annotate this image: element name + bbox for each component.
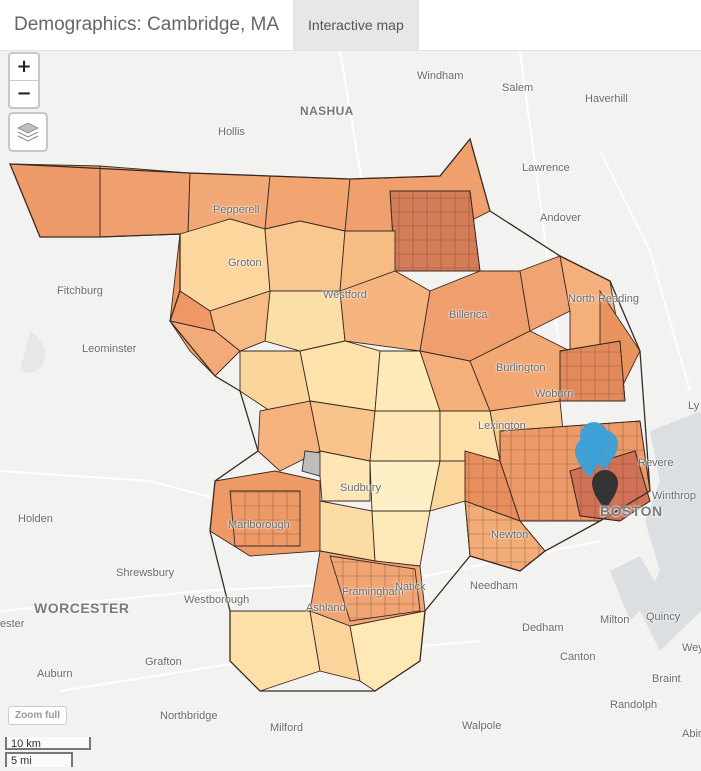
place-groton: Groton: [228, 257, 262, 269]
top-bar: Demographics: Cambridge, MA Interactive …: [0, 0, 701, 51]
marker-cluster-blue[interactable]: [575, 422, 618, 477]
scale-bar-km: 10 km: [5, 737, 91, 750]
place-salem: Salem: [502, 82, 534, 94]
tract: [299, 340, 381, 412]
tract: [264, 220, 346, 292]
scale-bar-mi: 5 mi: [5, 752, 73, 767]
place-lynn: Ly: [688, 400, 700, 412]
place-leicester: ester: [0, 618, 25, 630]
layers-button[interactable]: [8, 112, 48, 152]
place-winthrop: Winthrop: [652, 490, 697, 502]
tract: [371, 510, 431, 567]
place-sudbury: Sudbury: [340, 482, 381, 494]
tract: [169, 320, 241, 377]
place-needham: Needham: [470, 580, 518, 592]
map-canvas[interactable]: [0, 51, 701, 771]
tract: [209, 290, 271, 352]
place-boston: BOSTON: [600, 503, 663, 519]
choropleth-layer: [9, 138, 651, 692]
place-weymouth: Wey: [682, 642, 701, 654]
place-worcester: WORCESTER: [34, 600, 130, 616]
marker-dark[interactable]: [592, 470, 618, 509]
place-dedham: Dedham: [522, 622, 564, 634]
place-westborough: Westborough: [184, 594, 250, 606]
tract: [9, 163, 101, 238]
app-title: Demographics: Cambridge, MA: [14, 14, 280, 35]
place-grafton: Grafton: [145, 656, 182, 668]
place-shrewsbury: Shrewsbury: [116, 567, 175, 579]
place-holden: Holden: [18, 513, 53, 525]
place-billerica: Billerica: [449, 309, 488, 321]
place-natick: Natick: [395, 581, 426, 593]
place-nashua: NASHUA: [300, 104, 354, 118]
place-burlington: Burlington: [496, 362, 546, 374]
place-hollis: Hollis: [218, 126, 245, 138]
tract: [99, 165, 191, 238]
place-auburn: Auburn: [37, 668, 73, 680]
layers-icon: [17, 122, 39, 142]
tract: [229, 610, 321, 692]
place-fitchburg: Fitchburg: [57, 285, 103, 297]
place-randolph: Randolph: [610, 699, 658, 711]
place-walpole: Walpole: [462, 720, 502, 732]
tract: [239, 350, 311, 412]
place-framingham: Framingham: [342, 586, 404, 598]
zoom-out-button[interactable]: −: [10, 80, 38, 107]
tract: [319, 500, 376, 562]
place-andover: Andover: [540, 212, 581, 224]
map-view[interactable]: Windham Salem Haverhill NASHUA Hollis La…: [0, 51, 701, 771]
place-milford: Milford: [270, 722, 304, 734]
place-northbridge: Northbridge: [160, 710, 218, 722]
tab-interactive-map[interactable]: Interactive map: [293, 0, 419, 50]
place-north-reading: North Reading: [568, 293, 639, 305]
zoom-in-button[interactable]: +: [16, 56, 32, 77]
place-milton: Milton: [600, 614, 630, 626]
county-outline: [9, 137, 651, 692]
tract: [319, 450, 371, 502]
place-braintree: Braint: [652, 673, 681, 685]
tract: [369, 410, 441, 462]
zoom-full-button[interactable]: Zoom full: [8, 706, 67, 725]
place-woburn: Woburn: [535, 388, 574, 400]
place-westford: Westford: [323, 289, 367, 301]
place-lawrence: Lawrence: [522, 162, 570, 174]
tract-gray: [301, 450, 323, 477]
place-windham: Windham: [417, 70, 464, 82]
zoom-control: + −: [8, 52, 40, 109]
place-quincy: Quincy: [646, 611, 681, 623]
place-canton: Canton: [560, 651, 596, 663]
place-pepperell: Pepperell: [213, 204, 260, 216]
place-lexington: Lexington: [478, 420, 526, 432]
place-leominster: Leominster: [82, 343, 137, 355]
place-newton: Newton: [491, 529, 529, 541]
place-marlborough: Marlborough: [228, 519, 290, 531]
place-revere: Revere: [638, 457, 674, 469]
place-haverhill: Haverhill: [585, 93, 628, 105]
place-abington: Abir: [682, 728, 701, 740]
place-ashland: Ashland: [306, 602, 346, 614]
